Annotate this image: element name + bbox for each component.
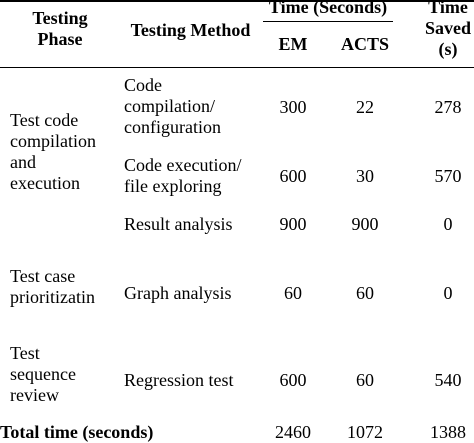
header-time-saved: Time Saved (s) [424,0,471,59]
table-row-1-method: Code compilation/ configuration [124,75,221,137]
table-row-1-saved: 278 [434,97,462,117]
table-row-3-em: 900 [279,214,307,234]
table-row-5-saved: 540 [434,370,462,390]
rule-time-group [263,21,393,22]
rule-header-bottom [0,67,474,68]
header-testing-phase: Testing Phase [32,8,88,49]
table-row-3-method: Result analysis [124,214,233,234]
table-row-3-acts: 900 [351,214,379,234]
table-row-1-acts: 22 [356,97,374,117]
header-em: EM [278,34,308,54]
table-row-4-phase: Test case prioritizatin [10,266,95,307]
total-acts: 1072 [347,422,383,442]
total-saved: 1388 [430,422,466,442]
table-row-5-acts: 60 [356,370,374,390]
table-row-5-method: Regression test [124,370,234,390]
table-row-4-method: Graph analysis [124,283,232,303]
header-acts: ACTS [340,34,389,54]
header-testing-method: Testing Method [130,20,251,40]
table-row-4-em: 60 [284,283,302,303]
table-row-5-phase: Test sequence review [10,343,76,405]
table-row-1-phase: Test code compilation and execution [10,110,96,193]
table-row-2-em: 600 [279,166,307,186]
table-row-3-saved: 0 [443,214,453,234]
table-row-5-em: 600 [279,370,307,390]
table-row-4-saved: 0 [443,283,453,303]
table-row-2-acts: 30 [356,166,374,186]
rule-top [0,0,474,2]
table-row-1-em: 300 [279,97,307,117]
total-em: 2460 [275,422,311,442]
table-row-2-saved: 570 [434,166,462,186]
table-row-4-acts: 60 [356,283,374,303]
total-label: Total time (seconds) [0,422,154,442]
table-row-2-method: Code execution/ file exploring [124,155,242,196]
header-time-seconds: Time (Seconds) [268,0,388,17]
